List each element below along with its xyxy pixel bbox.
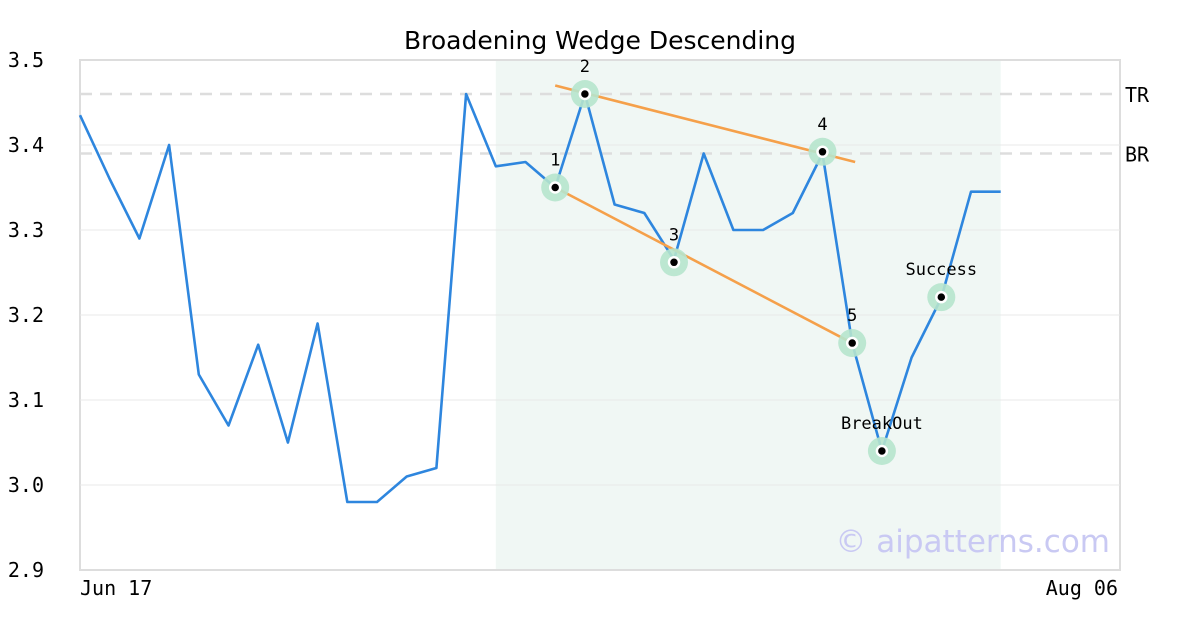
level-label: TR bbox=[1125, 83, 1150, 107]
trend-line bbox=[554, 186, 853, 345]
y-tick-label: 3.4 bbox=[8, 133, 44, 157]
y-tick-label: 3.5 bbox=[8, 48, 44, 72]
y-tick-label: 3.3 bbox=[8, 218, 44, 242]
y-tick-label: 3.2 bbox=[8, 303, 44, 327]
trend-line bbox=[554, 84, 856, 164]
x-tick-label: Aug 06 bbox=[1046, 576, 1118, 600]
series-group bbox=[78, 92, 1001, 504]
point-label: BreakOut bbox=[841, 414, 923, 434]
y-tick-label: 2.9 bbox=[8, 558, 44, 582]
point-label: 4 bbox=[817, 115, 827, 135]
y-axis-ticks: 3.5 3.4 3.3 3.2 3.1 3.0 2.9 bbox=[8, 48, 44, 582]
y-tick-label: 3.0 bbox=[8, 473, 44, 497]
points-group: 1 2 3 4 5 BreakOut Success bbox=[541, 57, 977, 465]
point-marker bbox=[578, 87, 592, 101]
point-marker bbox=[548, 181, 562, 194]
y-tick-label: 3.1 bbox=[8, 388, 44, 412]
x-axis-ticks: Jun 17 Aug 06 bbox=[80, 576, 1118, 600]
point-marker bbox=[875, 444, 889, 458]
watermark: © aipatterns.com bbox=[835, 524, 1110, 560]
point-marker bbox=[816, 145, 829, 159]
price-series-line bbox=[78, 92, 1001, 504]
point-marker bbox=[667, 256, 681, 269]
grid-lines bbox=[80, 144, 1120, 486]
point-marker bbox=[845, 336, 859, 350]
point-label: Success bbox=[905, 260, 977, 280]
x-tick-label: Jun 17 bbox=[80, 576, 152, 600]
point-marker bbox=[935, 290, 948, 304]
point-label: 1 bbox=[550, 151, 560, 171]
level-label: BR bbox=[1125, 143, 1150, 167]
point-label: 5 bbox=[847, 306, 857, 326]
trend-lines-group bbox=[554, 84, 856, 345]
point-label: 3 bbox=[669, 225, 679, 245]
point-label: 2 bbox=[580, 57, 590, 77]
chart-title: Broadening Wedge Descending bbox=[404, 26, 796, 55]
